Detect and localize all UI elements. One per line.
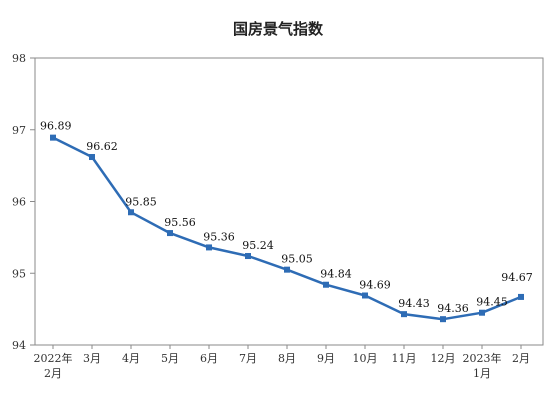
x-tick-label: 1月	[473, 367, 491, 380]
x-tick-label: 8月	[278, 352, 296, 365]
y-tick-label: 96	[12, 196, 26, 209]
data-label: 95.56	[164, 216, 196, 229]
x-tick-label: 2022年	[34, 351, 73, 365]
series-line	[52, 136, 522, 321]
x-tick-label: 2月	[512, 352, 530, 365]
data-point-marker	[50, 134, 56, 141]
data-point-marker	[518, 293, 524, 300]
x-tick-label: 7月	[239, 352, 257, 365]
data-label: 94.84	[320, 268, 352, 281]
data-label: 95.85	[125, 195, 157, 208]
data-label: 95.36	[203, 230, 235, 243]
data-label: 94.67	[501, 271, 533, 284]
data-label: 94.69	[359, 278, 391, 291]
y-tick-label: 94	[12, 339, 26, 352]
data-point-marker	[245, 253, 251, 260]
data-label: 94.43	[398, 297, 430, 310]
data-point-marker	[323, 281, 329, 288]
data-label: 94.36	[437, 302, 469, 315]
x-tick-label: 4月	[122, 352, 140, 365]
data-label: 96.62	[86, 140, 118, 153]
x-tick-label: 9月	[317, 352, 335, 365]
x-tick-label: 2023年	[463, 351, 502, 365]
data-point-marker	[284, 266, 290, 273]
data-point-marker	[479, 309, 485, 316]
data-point-marker	[206, 244, 212, 251]
x-tick-label: 10月	[353, 352, 378, 365]
y-tick-label: 98	[12, 52, 26, 65]
data-point-marker	[401, 311, 407, 318]
y-tick-label: 97	[12, 124, 26, 137]
data-label: 96.89	[40, 120, 72, 133]
chart-title: 国房景气指数	[232, 20, 323, 38]
data-label: 95.24	[242, 239, 274, 252]
x-tick-label: 5月	[161, 352, 179, 365]
data-label: 94.45	[476, 296, 508, 309]
data-point-marker	[89, 154, 95, 161]
x-tick-label: 11月	[392, 352, 417, 365]
data-point-marker	[128, 209, 134, 216]
x-tick-label: 3月	[83, 352, 101, 365]
data-point-marker	[440, 316, 446, 323]
x-tick-label: 6月	[200, 352, 218, 365]
data-point-marker	[362, 292, 368, 299]
data-point-marker	[167, 230, 173, 237]
x-tick-label: 2月	[44, 367, 62, 380]
x-tick-label: 12月	[431, 352, 456, 365]
data-label: 95.05	[281, 253, 313, 266]
y-tick-label: 95	[12, 267, 26, 280]
